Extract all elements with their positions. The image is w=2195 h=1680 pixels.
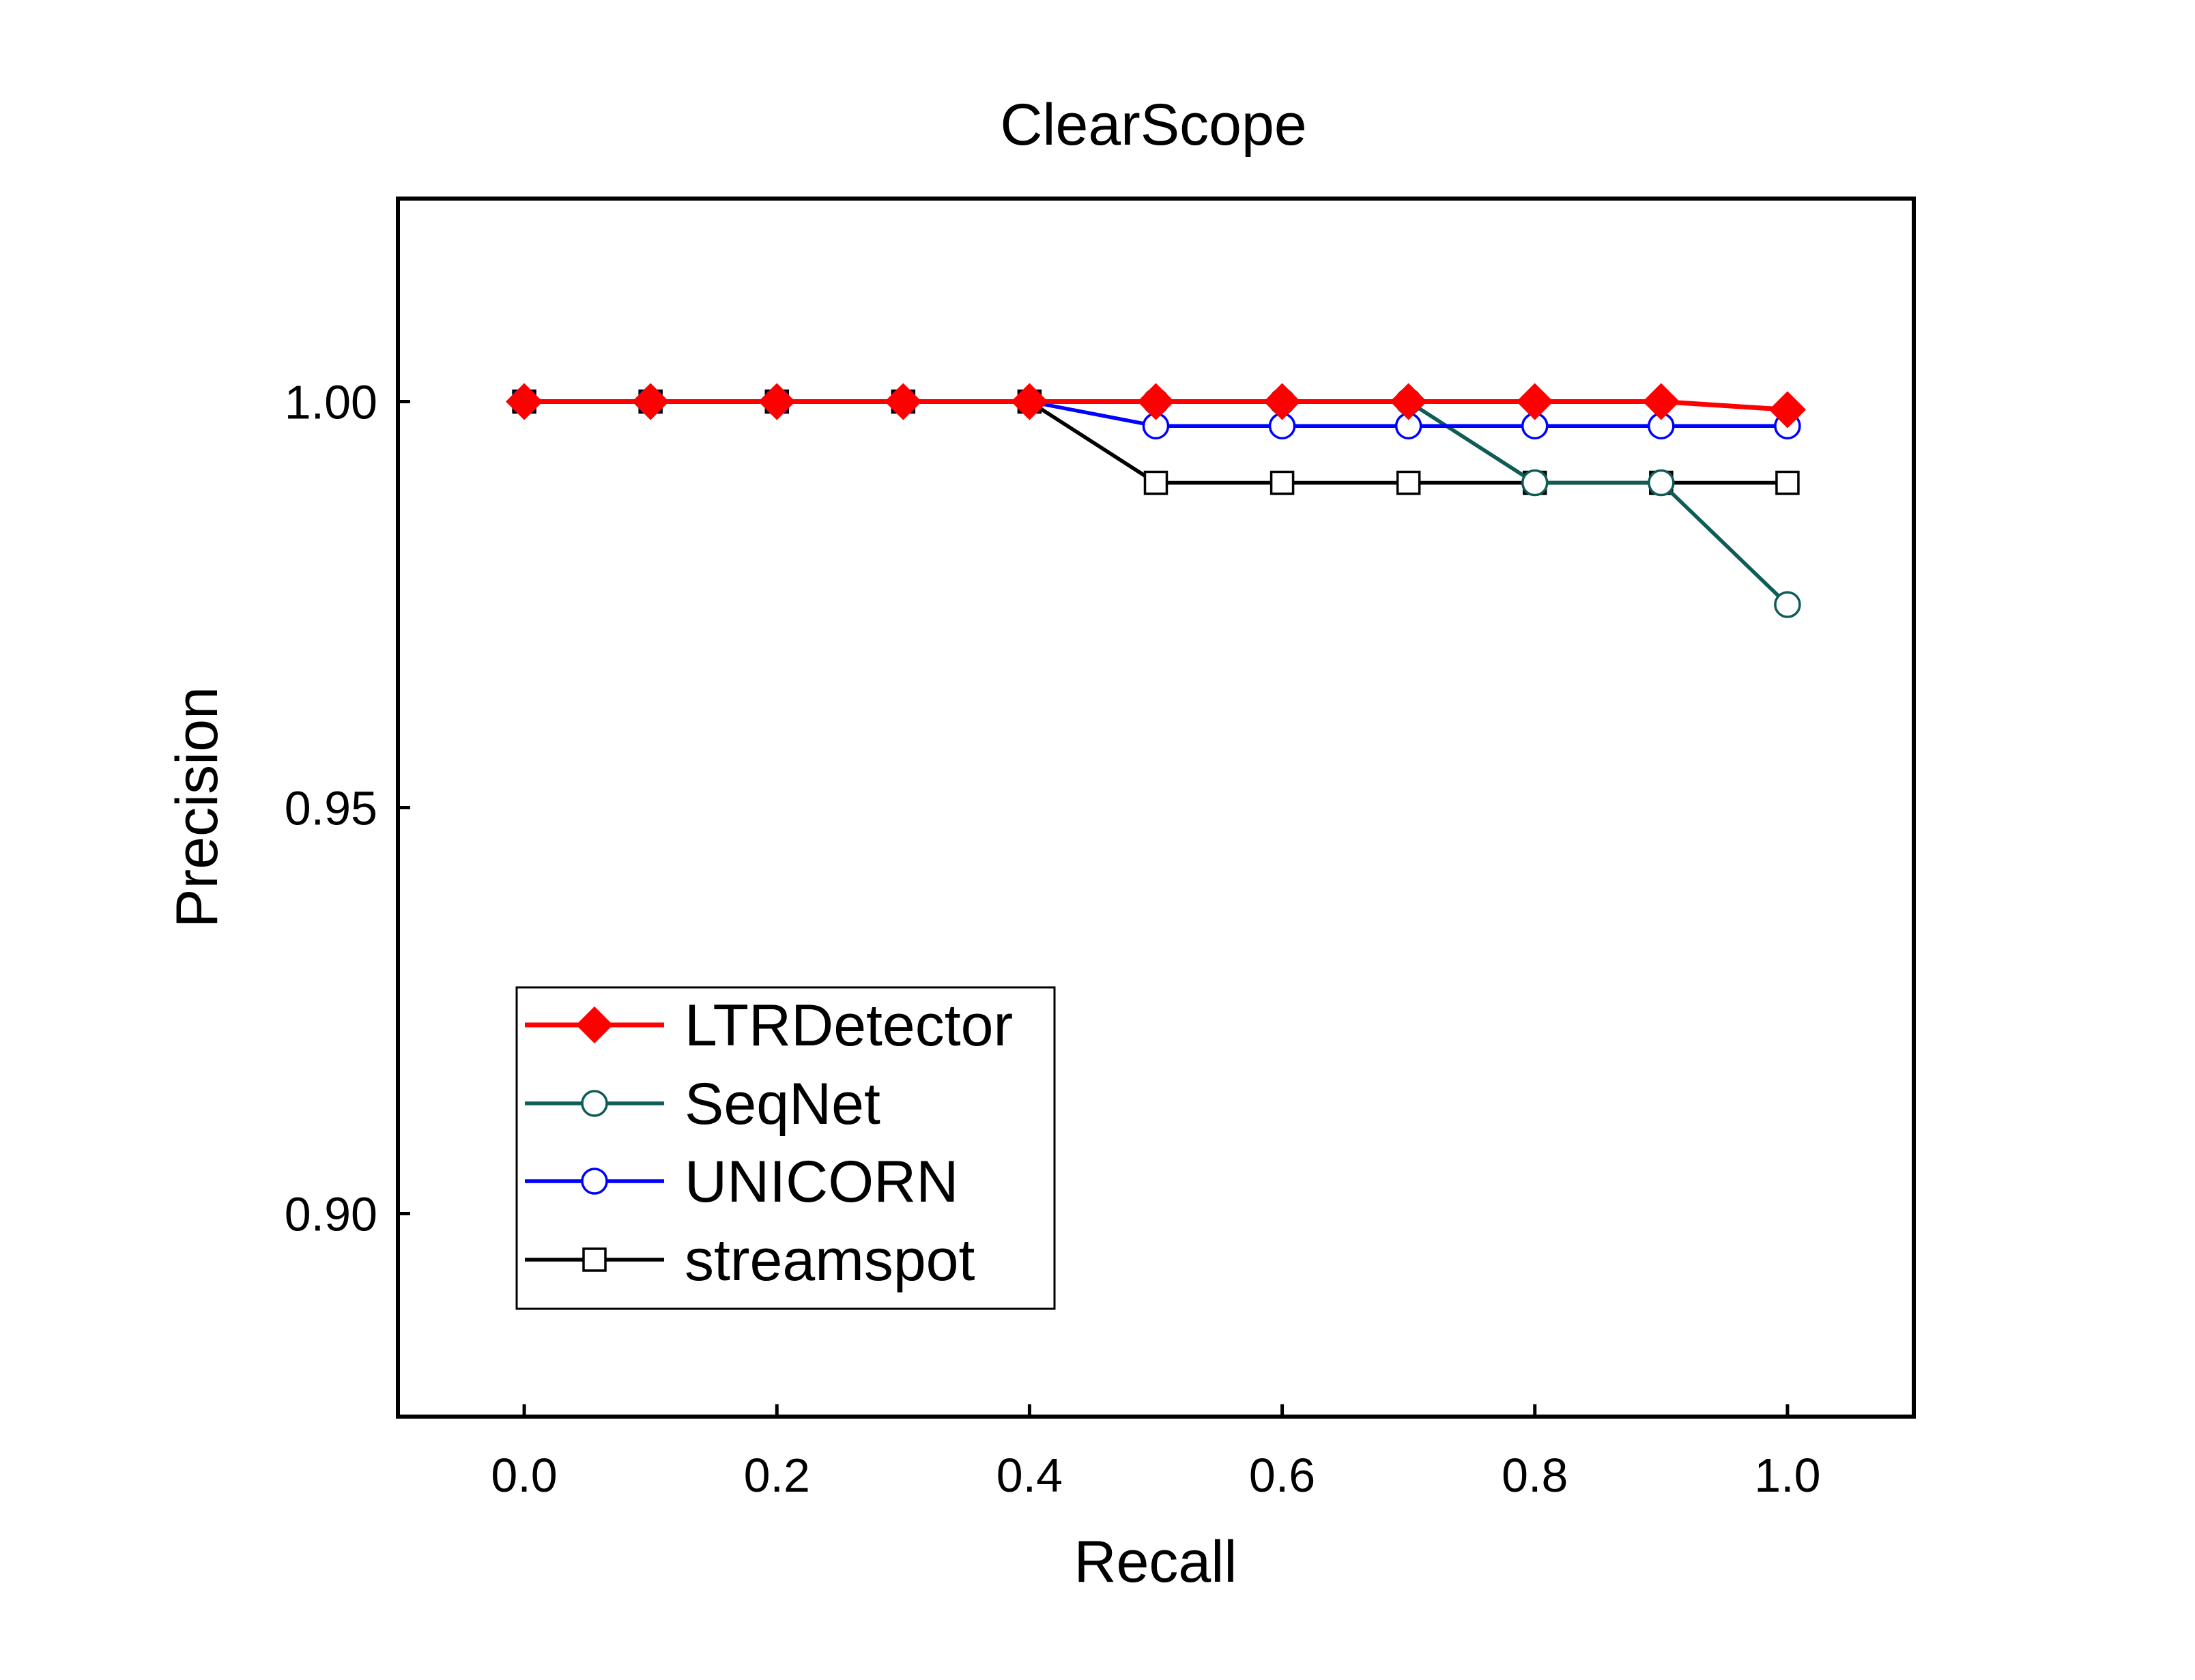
- x-tick-label: 0.8: [1502, 1449, 1568, 1502]
- square-marker: [1143, 470, 1168, 495]
- diamond-marker: [575, 1006, 614, 1044]
- circle-marker: [1774, 591, 1801, 618]
- diamond-marker: [885, 383, 922, 420]
- plot-area-frame: [396, 197, 1916, 1419]
- diamond-marker: [632, 383, 670, 420]
- diamond-marker: [1137, 383, 1175, 420]
- chart-title: ClearScope: [1000, 92, 1306, 158]
- legend-item-unicorn: UNICORN: [525, 1149, 958, 1215]
- legend-label: streamspot: [685, 1228, 975, 1293]
- x-axis-label: Recall: [1074, 1529, 1237, 1595]
- circle-marker: [1521, 469, 1549, 497]
- legend-label: LTRDetector: [685, 993, 1013, 1058]
- diamond-marker: [505, 383, 543, 420]
- square-marker: [1269, 470, 1295, 495]
- legend: LTRDetector SeqNet UNICORN streamspot: [515, 986, 1056, 1310]
- x-tick-label: 0.2: [744, 1449, 810, 1502]
- diamond-marker: [1768, 391, 1807, 429]
- y-tick-label: 0.95: [285, 782, 377, 835]
- legend-items: LTRDetector SeqNet UNICORN streamspot: [525, 993, 1013, 1293]
- series-layer: [505, 383, 1807, 618]
- circle-marker: [581, 1090, 608, 1117]
- legend-item-streamspot: streamspot: [525, 1228, 975, 1293]
- legend-label: UNICORN: [685, 1149, 958, 1215]
- series-ltrdetector: [505, 383, 1807, 429]
- square-marker: [1396, 470, 1421, 495]
- diamond-marker: [1642, 383, 1680, 420]
- x-tick-label: 0.0: [491, 1449, 557, 1502]
- y-tick-label: 1.00: [285, 376, 377, 429]
- diamond-marker: [1516, 383, 1553, 420]
- legend-label: SeqNet: [685, 1071, 880, 1137]
- legend-item-ltrdetector: LTRDetector: [525, 993, 1013, 1058]
- diamond-marker: [1390, 383, 1427, 420]
- square-marker: [1775, 470, 1800, 495]
- y-tick-label: 0.90: [285, 1188, 377, 1241]
- legend-item-seqnet: SeqNet: [525, 1071, 880, 1137]
- y-axis-label: Precision: [164, 686, 230, 928]
- diamond-marker: [758, 383, 796, 420]
- circle-marker: [1648, 469, 1675, 497]
- square-marker: [582, 1247, 607, 1272]
- diamond-marker: [1263, 383, 1301, 420]
- x-tick-label: 0.4: [996, 1449, 1063, 1502]
- x-tick-label: 0.6: [1249, 1449, 1315, 1502]
- circle-marker: [581, 1168, 608, 1195]
- diamond-marker: [1011, 383, 1048, 420]
- x-tick-label: 1.0: [1754, 1449, 1820, 1502]
- tick-labels: 0.0 0.2 0.4 0.6 0.8 1.0 0.90 0.95 1.00: [285, 376, 1821, 1503]
